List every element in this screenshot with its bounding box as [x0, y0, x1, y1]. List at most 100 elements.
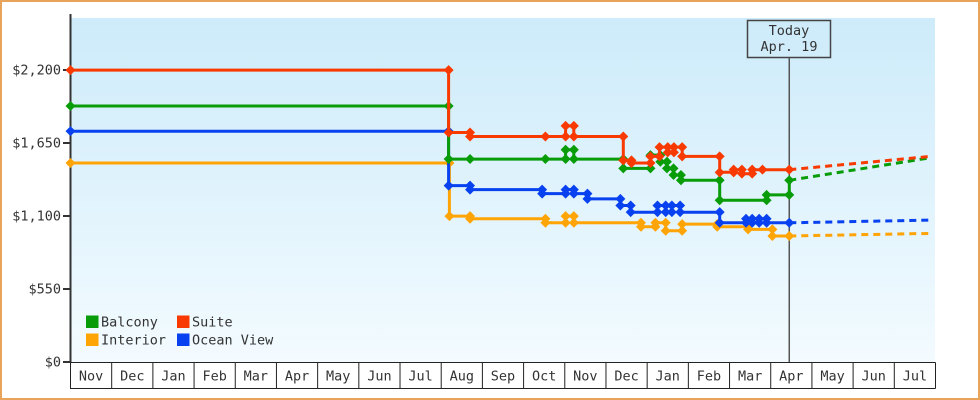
legend-item-suite: Suite	[177, 315, 233, 331]
month-cell-label: Apr	[779, 369, 803, 385]
price-point-marker	[582, 193, 593, 204]
price-point-marker	[754, 213, 765, 224]
month-cell-label: Feb	[202, 369, 226, 385]
price-point-marker	[668, 169, 679, 180]
price-point-marker	[560, 154, 571, 165]
price-point-marker	[560, 131, 571, 142]
price-point-marker	[661, 163, 672, 174]
y-axis-tick-label: $0	[45, 355, 61, 371]
price-point-marker	[645, 158, 656, 169]
month-cell-label: Dec	[120, 369, 144, 385]
price-point-marker	[443, 127, 454, 138]
price-point-marker	[568, 154, 579, 165]
price-point-marker	[465, 131, 476, 142]
series-suite	[65, 65, 931, 179]
price-point-marker	[568, 144, 579, 155]
price-point-marker	[618, 131, 629, 142]
today-flag-box	[746, 19, 832, 59]
month-cell-label: Jul	[408, 369, 432, 385]
price-point-marker	[767, 224, 778, 235]
legend-item-interior: Interior	[86, 333, 166, 349]
price-point-marker	[540, 131, 551, 142]
month-cell-label: May	[820, 369, 844, 385]
price-point-marker	[645, 151, 656, 162]
legend-item-ocean-view: Ocean View	[177, 333, 274, 349]
month-cell-label: Feb	[697, 369, 721, 385]
price-point-marker	[465, 213, 476, 224]
month-cell-label: Mar	[738, 369, 762, 385]
price-point-marker	[560, 144, 571, 155]
price-point-marker	[784, 189, 795, 200]
price-point-marker	[660, 217, 671, 228]
price-point-marker	[443, 180, 454, 191]
price-point-marker	[784, 231, 795, 242]
series-interior	[65, 158, 931, 242]
price-point-marker	[465, 184, 476, 195]
price-point-marker	[736, 168, 747, 179]
price-point-marker	[675, 207, 686, 218]
price-point-marker	[568, 120, 579, 131]
price-point-marker	[615, 193, 626, 204]
price-point-marker	[615, 200, 626, 211]
price-point-marker	[747, 217, 758, 228]
price-point-marker	[661, 156, 672, 167]
price-point-marker	[675, 200, 686, 211]
price-point-marker	[668, 147, 679, 158]
price-point-marker	[626, 158, 637, 169]
price-point-marker	[650, 217, 661, 228]
price-point-marker	[761, 195, 772, 206]
price-point-marker	[761, 217, 772, 228]
price-point-marker	[443, 65, 454, 76]
price-point-marker	[635, 221, 646, 232]
price-point-marker	[618, 163, 629, 174]
month-cell-label: Jun	[862, 369, 886, 385]
legend-label: Balcony	[101, 315, 158, 331]
price-point-marker	[741, 213, 752, 224]
price-point-marker	[784, 164, 795, 175]
price-point-marker	[444, 211, 455, 222]
legend-label: Suite	[192, 315, 233, 331]
price-point-marker	[652, 207, 663, 218]
month-cell-label: Jun	[367, 369, 391, 385]
month-cell-label: Dec	[614, 369, 638, 385]
price-point-marker	[654, 142, 665, 153]
price-point-marker	[625, 200, 636, 211]
month-cell-label: Nov	[79, 369, 103, 385]
price-point-marker	[65, 158, 76, 169]
price-point-marker	[654, 151, 665, 162]
month-cell-label: Oct	[532, 369, 556, 385]
price-point-marker	[714, 195, 725, 206]
price-point-marker	[767, 231, 778, 242]
price-point-marker	[728, 164, 739, 175]
series-line	[70, 161, 790, 238]
price-point-marker	[65, 100, 76, 111]
price-point-marker	[568, 131, 579, 142]
legend-swatch	[86, 315, 99, 328]
month-cell-label: Nov	[573, 369, 597, 385]
price-point-marker	[65, 126, 76, 137]
price-point-marker	[660, 200, 671, 211]
price-point-marker	[677, 142, 688, 153]
price-point-marker	[560, 211, 571, 222]
price-point-marker	[714, 207, 725, 218]
y-axis-tick-label: $1,100	[12, 209, 61, 225]
price-point-marker	[784, 175, 795, 186]
price-point-marker	[714, 175, 725, 186]
price-point-marker	[660, 207, 671, 218]
price-point-marker	[714, 167, 725, 178]
legend-swatch	[177, 315, 190, 328]
price-point-marker	[784, 217, 795, 228]
price-point-marker	[540, 217, 551, 228]
price-point-marker	[761, 189, 772, 200]
price-point-marker	[757, 164, 768, 175]
y-axis-tick-label: $2,200	[12, 63, 61, 79]
price-point-marker	[747, 164, 758, 175]
series-balcony	[65, 100, 931, 206]
month-cell-label: Mar	[244, 369, 268, 385]
month-cell-label: Sep	[491, 369, 515, 385]
price-point-marker	[443, 154, 454, 165]
price-point-marker	[560, 120, 571, 131]
price-point-marker	[560, 217, 571, 228]
price-point-marker	[668, 142, 679, 153]
